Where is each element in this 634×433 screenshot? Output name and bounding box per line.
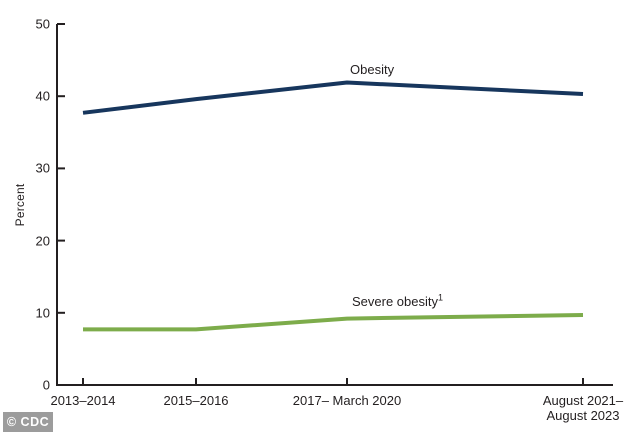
x-tick-label: 2017– March 2020 [292, 393, 402, 408]
x-tick-label: 2015–2016 [163, 393, 229, 408]
y-tick-label: 0 [42, 377, 50, 393]
severe-obesity-line [83, 312, 584, 332]
y-tick-label: 20 [35, 233, 50, 249]
x-tick-label: August 2021– August 2023 [542, 393, 624, 423]
obesity-line [82, 80, 584, 115]
y-tick-label: 10 [35, 305, 50, 321]
series-label-severe-obesity: Severe obesity1 [352, 292, 444, 309]
footnote-marker: 1 [438, 292, 444, 303]
series-label-obesity-text: Obesity [350, 62, 395, 77]
y-tick-label: 40 [35, 88, 50, 104]
cdc-watermark: © CDC [3, 412, 53, 432]
y-tick-label: 50 [35, 16, 50, 32]
axis-frame [56, 24, 613, 386]
y-axis-title: Percent [13, 183, 27, 227]
series-label-obesity: Obesity [350, 62, 394, 77]
x-tick-label: 2013–2014 [50, 393, 116, 408]
y-tick-label: 30 [35, 160, 50, 176]
series-label-severe-obesity-text: Severe obesity [352, 294, 438, 309]
